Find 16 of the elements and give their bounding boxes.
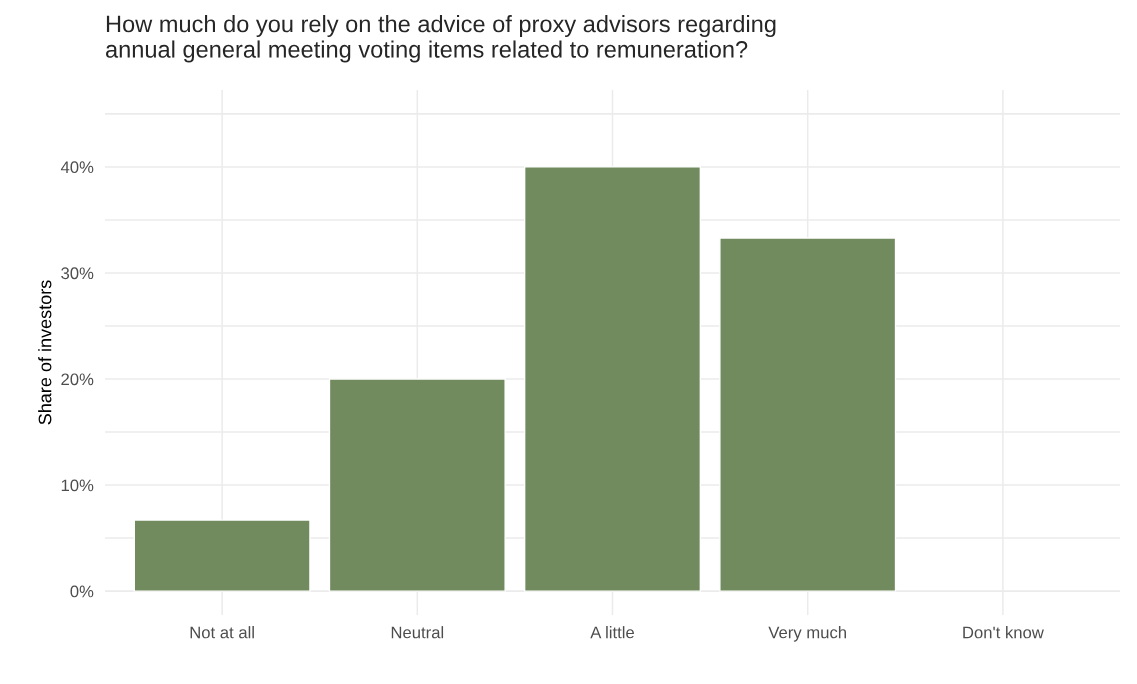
x-tick-label: A little: [590, 626, 634, 639]
x-tick-label: Don't know: [963, 626, 1044, 639]
bar: [133, 519, 311, 592]
y-tick-label: 40%: [60, 161, 94, 174]
bar: [328, 378, 506, 592]
x-tick-label: Neutral: [391, 626, 444, 639]
y-tick-label: 0%: [70, 585, 94, 598]
y-axis-title: Share of investors: [38, 280, 52, 425]
bar: [719, 237, 897, 592]
bar: [523, 166, 702, 592]
x-tick-label: Very much: [768, 626, 846, 642]
y-tick-label: 10%: [61, 479, 94, 492]
y-tick-label: 30%: [61, 267, 94, 280]
chart-title: How much do you rely on the advice of proxy advisors regarding annual general meeting voting items related to remuneration?: [106, 15, 776, 63]
y-tick-label: 20%: [61, 373, 94, 386]
x-tick-label: Not at all: [190, 626, 254, 639]
